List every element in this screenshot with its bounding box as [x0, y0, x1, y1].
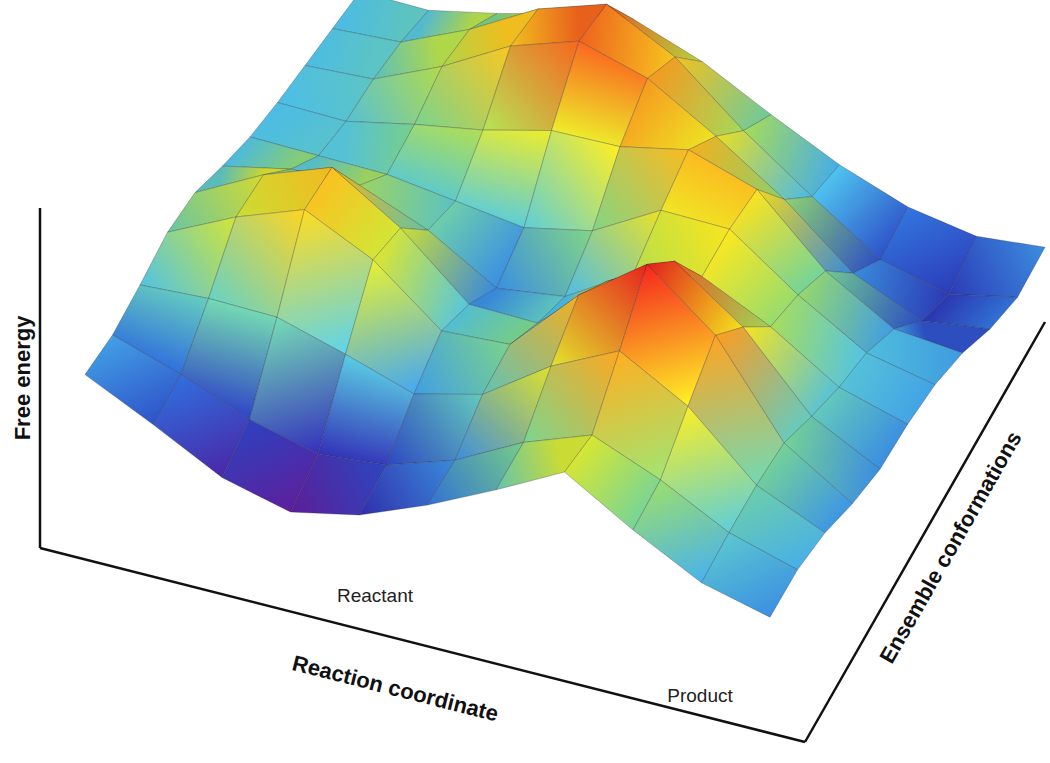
labels: Free energy Reaction coordinate Ensemble c…: [10, 315, 1027, 727]
axes: [40, 208, 1045, 742]
x-axis-title: Reaction coordinate: [290, 650, 501, 726]
annotation: Reactant: [337, 585, 414, 606]
annotation: Product: [667, 685, 733, 706]
surface-cell: [949, 236, 1045, 297]
y-axis-title: Ensemble conformations: [874, 427, 1026, 668]
surface-cell: [702, 533, 798, 618]
y-axis-line: [805, 322, 1045, 742]
chart-root: Free energy Reaction coordinate Ensemble c…: [0, 0, 1050, 763]
surface-cell: [620, 78, 716, 149]
plot-area: [85, 0, 1045, 617]
z-axis-line: [39, 208, 42, 548]
chart-svg: Free energy Reaction coordinate Ensemble c…: [0, 0, 1050, 763]
x-axis-line: [40, 548, 805, 742]
z-axis-title: Free energy: [10, 315, 35, 440]
